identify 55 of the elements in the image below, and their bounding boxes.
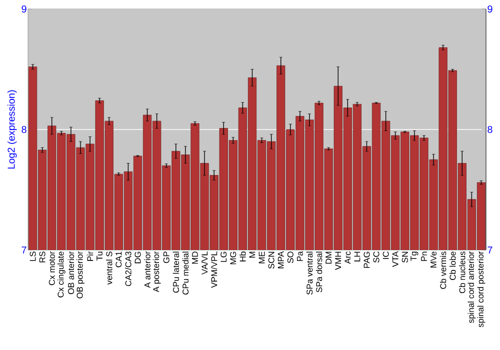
x-tick-label: spinal cord posterior [477, 251, 486, 328]
x-tick-label: Pn [421, 252, 427, 261]
x-tick-label: PAG [364, 252, 370, 268]
x-tick-label: OB anterior [68, 251, 74, 294]
x-tick-label: ventral S [106, 252, 112, 285]
x-tick-label: MD [192, 252, 198, 264]
x-tick-label: DG [134, 252, 141, 264]
y2-tick-label: 7 [488, 246, 492, 254]
x-tick-label: Tg [410, 252, 418, 261]
x-tick-label: Pa [296, 251, 303, 261]
x-tick-label: Cb nucleus [459, 252, 466, 294]
x-tick-label: Cx cingulate [57, 252, 66, 298]
x-tick-label: Tu [96, 252, 103, 261]
x-tick-label: SN [402, 252, 408, 263]
x-tick-label: GP [163, 252, 170, 264]
x-tick-label: A anterior [144, 251, 150, 288]
y-tick-label: 9 [22, 5, 26, 13]
y-tick-label: 8 [22, 126, 26, 134]
x-tick-label: LH [354, 252, 360, 262]
x-tick-label: VPM/VPL [210, 251, 218, 288]
x-tick-label: Pir [86, 251, 94, 261]
x-tick-label: MG [230, 252, 236, 264]
x-tick-label: spinal cord anterior [468, 251, 476, 323]
x-tick-label: CA2/CA3 [125, 252, 132, 286]
y-axis-title: Log2 (expression) [7, 90, 17, 169]
x-tick-label: VTA [392, 251, 398, 268]
x-tick-label: MVe [430, 252, 436, 268]
x-tick-label: A posterior [152, 251, 161, 292]
x-tick-label: ME [258, 252, 265, 264]
x-tick-label: Arc [344, 251, 351, 264]
x-tick-label: VMH [335, 252, 342, 270]
x-tick-label: SC [373, 252, 380, 263]
x-tick-label: SPa ventral [306, 252, 313, 295]
x-tick-label: SCN [268, 252, 274, 269]
x-tick-label: Cx motor [48, 251, 55, 286]
y-tick-label: 7 [22, 246, 26, 254]
x-tick-label: CPu medial [182, 252, 189, 295]
x-tick-label: MPA [278, 251, 284, 268]
x-tick-label: DM [326, 252, 332, 264]
x-tick-label: M [249, 252, 256, 258]
y2-tick-label: 8 [488, 126, 492, 134]
x-tick-label: Cb vermis [440, 252, 446, 289]
x-tick-label: LG [220, 252, 227, 262]
x-tick-label: VA/VL [201, 251, 208, 275]
x-tick-label: LS [30, 252, 36, 261]
x-tick-label: IC [382, 252, 389, 259]
x-tick-label: SPa dorsal [316, 252, 322, 292]
x-tick-label: Hb [240, 252, 246, 262]
x-tick-label: Cb lobe [449, 252, 456, 280]
x-tick-label: OB posterior [76, 251, 84, 298]
x-tick-label: CA1 [116, 252, 122, 268]
x-tick-label: CPu lateral [172, 252, 180, 293]
x-tick-label: RS [39, 252, 46, 262]
y2-tick-label: 9 [488, 5, 492, 13]
x-tick-label: SO [287, 252, 294, 264]
